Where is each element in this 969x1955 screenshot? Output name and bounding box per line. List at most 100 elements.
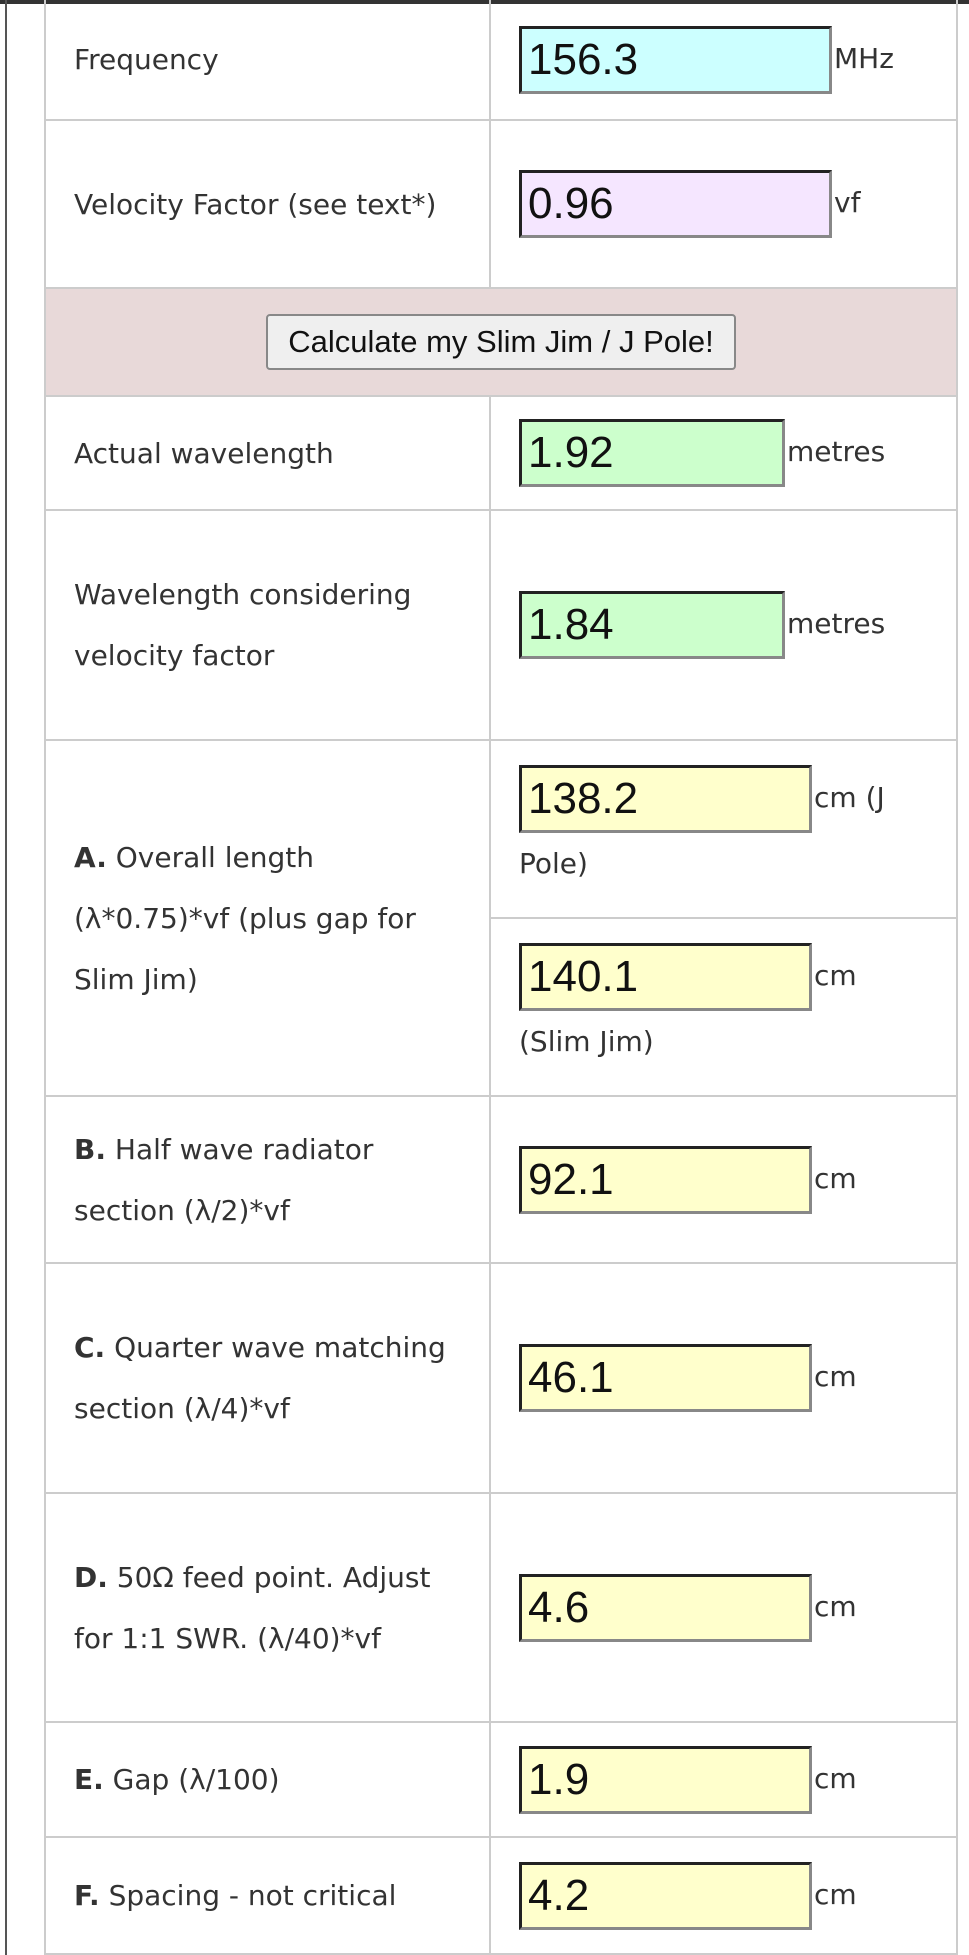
field: 4.2 cm (491, 1838, 956, 1953)
field: 1.92 metres (491, 397, 956, 509)
input-box[interactable]: 46.1 (519, 1344, 812, 1412)
input-box[interactable]: 156.3 (519, 25, 832, 94)
field: 4.6 cm (491, 1494, 956, 1721)
top-border (0, 0, 969, 4)
label-text: E. Gap (λ/100) (74, 1749, 280, 1810)
label-cell: B. Half wave radiator section (λ/2)*vf (44, 1097, 491, 1262)
label-text: Frequency (74, 29, 219, 90)
table-row: E. Gap (λ/100) 1.9 cm (44, 1723, 958, 1838)
field: 92.1 cm (491, 1097, 956, 1262)
unit: metres (787, 435, 886, 468)
label: Actual wavelength (74, 436, 334, 470)
field-content: 138.2 cm (J Pole) (519, 764, 926, 894)
label-cell: E. Gap (λ/100) (44, 1723, 491, 1836)
table-row: B. Half wave radiator section (λ/2)*vf 92… (44, 1097, 958, 1264)
unit: cm (814, 1589, 857, 1623)
input-box[interactable]: 92.1 (519, 1145, 812, 1214)
field: 140.1 cm (Slim Jim) (491, 917, 956, 1095)
value-cell: 1.84 metres (491, 511, 958, 739)
label-prefix: B. (74, 1132, 106, 1166)
value-cell: 1.92 metres (491, 397, 958, 509)
unit: cm (814, 1877, 857, 1911)
unit: cm (814, 1360, 857, 1393)
unit: cm (814, 1161, 857, 1195)
unit: cm (814, 1761, 857, 1795)
value-cell: 92.1 cm (491, 1097, 958, 1262)
value-cell: 4.6 cm (491, 1494, 958, 1721)
label-text: B. Half wave radiator section (λ/2)*vf (74, 1119, 469, 1241)
table-row: C. Quarter wave matching section (λ/4)*v… (44, 1264, 958, 1494)
label-cell: Frequency (44, 0, 491, 119)
unit: cm (Slim Jim) (519, 958, 857, 1058)
input-box[interactable]: 4.6 (519, 1573, 812, 1642)
field-content: 140.1 cm (Slim Jim) (519, 942, 926, 1072)
label-cell: Wavelength considering velocity factor (44, 511, 491, 739)
input-box[interactable]: 4.2 (519, 1861, 812, 1930)
field: 1.84 metres (491, 511, 956, 739)
field-content: 156.3 MHz (519, 25, 894, 94)
label: Half wave radiator section (λ/2)*vf (74, 1132, 374, 1227)
label: Frequency (74, 43, 219, 76)
input-box[interactable]: 1.9 (519, 1745, 812, 1814)
table-row: Frequency 156.3 MHz (44, 0, 958, 121)
calculate-button[interactable]: Calculate my Slim Jim / J Pole! (266, 314, 736, 370)
label: Wavelength considering velocity factor (74, 578, 412, 672)
field-content: 4.2 cm (519, 1861, 857, 1930)
label-prefix: C. (74, 1331, 106, 1364)
label: Velocity Factor (see text*) (74, 187, 437, 221)
table-row: Calculate my Slim Jim / J Pole! (44, 287, 958, 397)
label-cell: C. Quarter wave matching section (λ/4)*v… (44, 1264, 491, 1492)
field-content: 1.92 metres (519, 419, 885, 487)
label-text: Velocity Factor (see text*) (74, 174, 436, 235)
field: 1.9 cm (491, 1723, 956, 1836)
label-cell: Velocity Factor (see text*) (44, 121, 491, 287)
field: 138.2 cm (J Pole) (491, 741, 956, 917)
field-content: 1.84 metres (519, 591, 885, 659)
value-cell: 156.3 MHz (491, 0, 958, 119)
field: 156.3 MHz (491, 0, 956, 119)
input-box[interactable]: 138.2 (519, 764, 812, 833)
label-text: Wavelength considering velocity factor (74, 564, 469, 686)
left-border (5, 0, 7, 1955)
unit: metres (787, 607, 886, 640)
label-text: A. Overall length (λ*0.75)*vf (plus gap … (74, 827, 469, 1010)
field-content: 4.6 cm (519, 1573, 857, 1642)
field-content: 1.9 cm (519, 1745, 857, 1814)
field-content: 46.1 cm (519, 1344, 857, 1412)
label-cell: A. Overall length (λ*0.75)*vf (plus gap … (44, 741, 491, 1095)
value-cell: 1.9 cm (491, 1723, 958, 1836)
field: 46.1 cm (491, 1264, 956, 1492)
label-text: F. Spacing - not critical (74, 1865, 396, 1926)
label-cell: F. Spacing - not critical (44, 1838, 491, 1953)
value-cell: 4.2 cm (491, 1838, 958, 1953)
unit: MHz (834, 41, 894, 75)
label-cell: D. 50Ω feed point. Adjust for 1:1 SWR. (… (44, 1494, 491, 1721)
label: Spacing - not critical (108, 1879, 397, 1912)
label: 50Ω feed point. Adjust for 1:1 SWR. (λ/4… (74, 1560, 431, 1655)
field-content: 92.1 cm (519, 1145, 857, 1214)
label-cell: Actual wavelength (44, 397, 491, 509)
table-row: Wavelength considering velocity factor 1.… (44, 511, 958, 741)
unit: vf (834, 186, 861, 219)
label-prefix: A. (74, 840, 107, 874)
value-cell: 0.96 vf (491, 121, 958, 287)
label-prefix: E. (74, 1763, 104, 1796)
table-row: A. Overall length (λ*0.75)*vf (plus gap … (44, 741, 958, 1097)
input-box[interactable]: 1.92 (519, 419, 785, 487)
input-box[interactable]: 0.96 (519, 170, 832, 238)
table-row: Actual wavelength 1.92 metres (44, 397, 958, 511)
label: Gap (λ/100) (112, 1763, 280, 1796)
input-box[interactable]: 1.84 (519, 591, 785, 659)
unit: cm (J Pole) (519, 780, 885, 880)
label-text: D. 50Ω feed point. Adjust for 1:1 SWR. (… (74, 1547, 469, 1669)
label: Overall length (λ*0.75)*vf (plus gap for… (74, 840, 416, 996)
value-cell: 138.2 cm (J Pole) 140.1 cm (Slim Jim) (491, 741, 958, 1095)
label-text: Actual wavelength (74, 423, 334, 484)
input-box[interactable]: 140.1 (519, 942, 812, 1011)
label: Quarter wave matching section (λ/4)*vf (74, 1331, 446, 1425)
table-row: F. Spacing - not critical 4.2 cm (44, 1838, 958, 1955)
table-row: Velocity Factor (see text*) 0.96 vf (44, 121, 958, 289)
value-cell: 46.1 cm (491, 1264, 958, 1492)
label-text: C. Quarter wave matching section (λ/4)*v… (74, 1317, 469, 1439)
